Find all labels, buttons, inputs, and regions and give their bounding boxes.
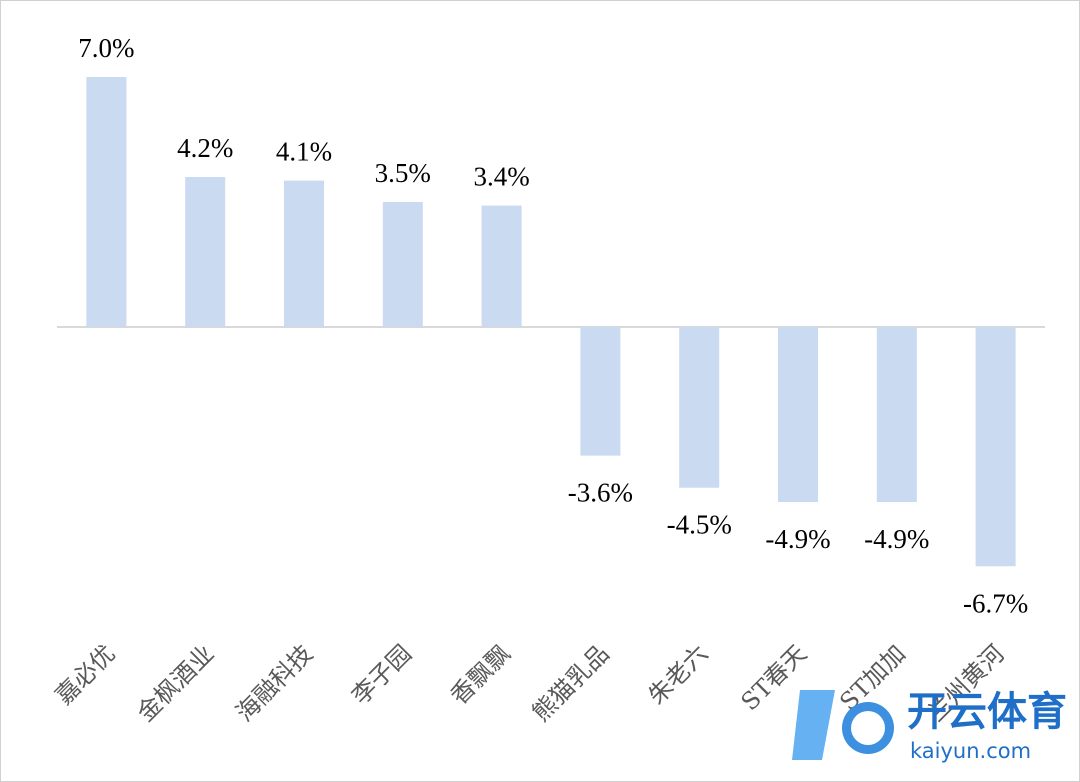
logo-ball-inner (851, 711, 885, 745)
value-label: 7.0% (78, 33, 134, 63)
logo-k (792, 690, 835, 760)
value-label: -4.9% (765, 524, 830, 554)
bar (778, 327, 818, 502)
bar (580, 327, 621, 456)
watermark-url: kaiyun.com (910, 739, 1031, 763)
bar (876, 327, 917, 502)
value-label: -3.6% (568, 478, 633, 508)
bar (679, 327, 720, 488)
value-label: 4.2% (177, 133, 233, 163)
value-label: -4.5% (667, 510, 732, 540)
value-label: 3.5% (375, 158, 431, 188)
watermark-title: 开云体育 (907, 689, 1067, 735)
value-label: -4.9% (864, 524, 929, 554)
bar (185, 177, 226, 327)
bar (481, 205, 522, 327)
bar (86, 77, 127, 327)
value-label: 3.4% (473, 162, 529, 192)
bar (382, 202, 423, 327)
bar (975, 327, 1016, 567)
watermark: 开云体育 kaiyun.com (792, 689, 1067, 763)
bar (284, 180, 324, 327)
value-label: 4.1% (276, 137, 332, 167)
value-label: -6.7% (963, 588, 1028, 618)
